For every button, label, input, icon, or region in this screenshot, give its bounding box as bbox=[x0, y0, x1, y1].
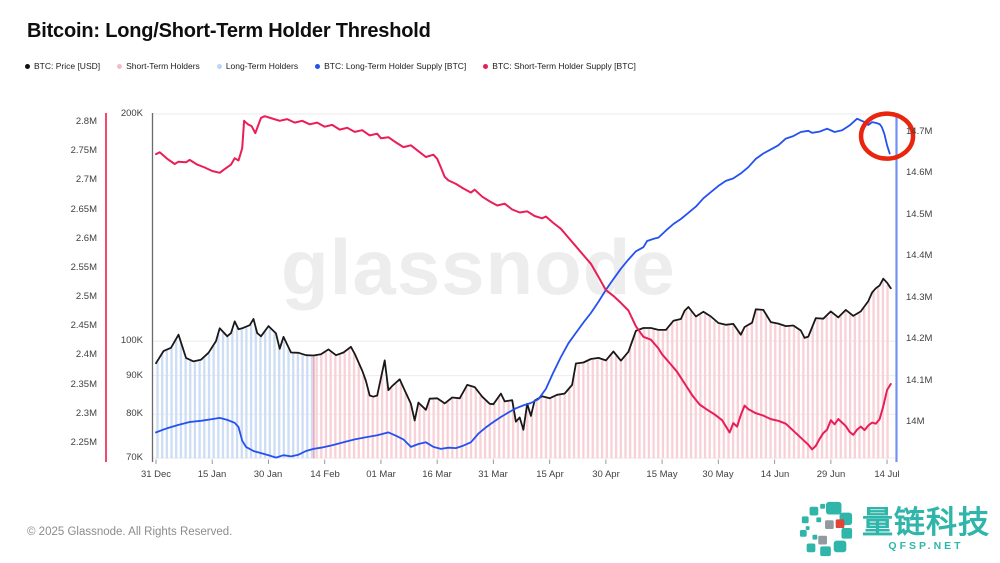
logo-red-pixel bbox=[835, 519, 845, 529]
price-axis-tick-label: 80K bbox=[126, 408, 143, 419]
price-axis-tick-label: 100K bbox=[120, 335, 143, 346]
lth-region-dot-icon bbox=[216, 63, 222, 69]
legend-item-btc-price[interactable]: BTC: Price [USD] bbox=[25, 61, 100, 71]
sth-axis-tick-label: 2.25M bbox=[70, 437, 97, 448]
lth-axis-tick-label: 14.4M bbox=[906, 250, 933, 261]
lth-supply-dot-icon bbox=[315, 63, 321, 69]
lth-axis-tick-label: 14.7M bbox=[906, 126, 933, 137]
sth-axis-tick-label: 2.3M bbox=[75, 408, 97, 419]
lth-axis-tick-label: 14.6M bbox=[906, 167, 933, 178]
x-axis-tick-label: 14 Jun bbox=[760, 469, 790, 480]
qfsp-logo-icon bbox=[799, 501, 853, 557]
legend-label: BTC: Long-Term Holder Supply [BTC] bbox=[324, 61, 467, 71]
x-axis-tick-label: 15 Jan bbox=[197, 469, 227, 480]
sth-axis-tick-label: 2.65M bbox=[70, 204, 97, 215]
legend-label: BTC: Price [USD] bbox=[34, 61, 101, 71]
brand-name: 量链科技 bbox=[862, 504, 990, 540]
x-axis-tick-label: 31 Mar bbox=[478, 469, 508, 480]
x-axis-tick-label: 14 Jul bbox=[874, 469, 900, 480]
x-axis-tick-label: 30 Jan bbox=[253, 469, 283, 480]
qfsp-brand: 量链科技 QFSP.NET bbox=[797, 500, 990, 558]
brand-text: 量链科技 QFSP.NET bbox=[862, 507, 990, 552]
sth-axis-tick-label: 2.8M bbox=[75, 116, 97, 127]
legend-label: Long-Term Holders bbox=[225, 61, 299, 71]
legend-label: BTC: Short-Term Holder Supply [BTC] bbox=[492, 61, 636, 71]
chart-legend: BTC: Price [USD] Short-Term Holders Long… bbox=[25, 61, 636, 71]
sth-axis-tick-label: 2.5M bbox=[75, 291, 97, 302]
price-axis-tick-label: 200K bbox=[120, 108, 143, 119]
lth-axis-tick-label: 14.3M bbox=[906, 292, 933, 303]
sth-axis-tick-label: 2.35M bbox=[70, 379, 97, 390]
sth-axis-tick-label: 2.45M bbox=[70, 320, 97, 331]
price-series-dot-icon bbox=[25, 63, 30, 69]
x-axis-tick-label: 01 Mar bbox=[366, 469, 396, 480]
x-axis-tick-label: 30 May bbox=[702, 469, 734, 480]
x-axis-tick-label: 16 Mar bbox=[422, 469, 452, 480]
lth-axis-tick-label: 14.2M bbox=[906, 333, 933, 344]
sth-axis-tick-label: 2.7M bbox=[75, 174, 97, 185]
sth-axis-tick-label: 2.75M bbox=[70, 145, 97, 156]
sth-region-dot-icon bbox=[117, 63, 123, 69]
brand-site: QFSP.NET bbox=[888, 539, 964, 552]
copyright-notice: © 2025 Glassnode. All Rights Reserved. bbox=[27, 526, 233, 538]
x-axis-tick-label: 31 Dec bbox=[140, 469, 172, 480]
x-axis-tick-label: 14 Feb bbox=[310, 469, 340, 480]
legend-item-long-term-holders[interactable]: Long-Term Holders bbox=[216, 61, 299, 71]
lth-axis-tick-label: 14.5M bbox=[906, 209, 933, 220]
price-axis-tick-label: 90K bbox=[126, 370, 143, 381]
legend-item-short-term-holders[interactable]: Short-Term Holders bbox=[117, 61, 200, 71]
price-axis-tick-label: 70K bbox=[126, 452, 143, 463]
legend-label: Short-Term Holders bbox=[126, 61, 200, 71]
x-axis-tick-label: 15 Apr bbox=[536, 469, 564, 480]
legend-item-lth-supply[interactable]: BTC: Long-Term Holder Supply [BTC] bbox=[315, 61, 466, 71]
sth-axis-tick-label: 2.55M bbox=[70, 262, 97, 273]
page-title: Bitcoin: Long/Short-Term Holder Threshol… bbox=[27, 20, 431, 42]
sth-supply-dot-icon bbox=[483, 63, 489, 69]
lth-axis-tick-label: 14.1M bbox=[906, 375, 933, 386]
legend-item-sth-supply[interactable]: BTC: Short-Term Holder Supply [BTC] bbox=[483, 61, 636, 71]
x-axis-tick-label: 30 Apr bbox=[592, 469, 620, 480]
lth-axis-tick-label: 14M bbox=[906, 416, 925, 427]
x-axis-tick-label: 15 May bbox=[646, 469, 678, 480]
glassnode-watermark: glassnode bbox=[281, 223, 676, 311]
chart-area[interactable]: glassnode 2.8M 2.75M 2.7M 2.65M 2.6M 2.55M 2.5… bbox=[0, 90, 1000, 490]
x-axis-tick-label: 29 Jun bbox=[816, 469, 846, 480]
sth-axis-tick-label: 2.6M bbox=[75, 233, 97, 244]
sth-axis-tick-label: 2.4M bbox=[75, 349, 97, 360]
